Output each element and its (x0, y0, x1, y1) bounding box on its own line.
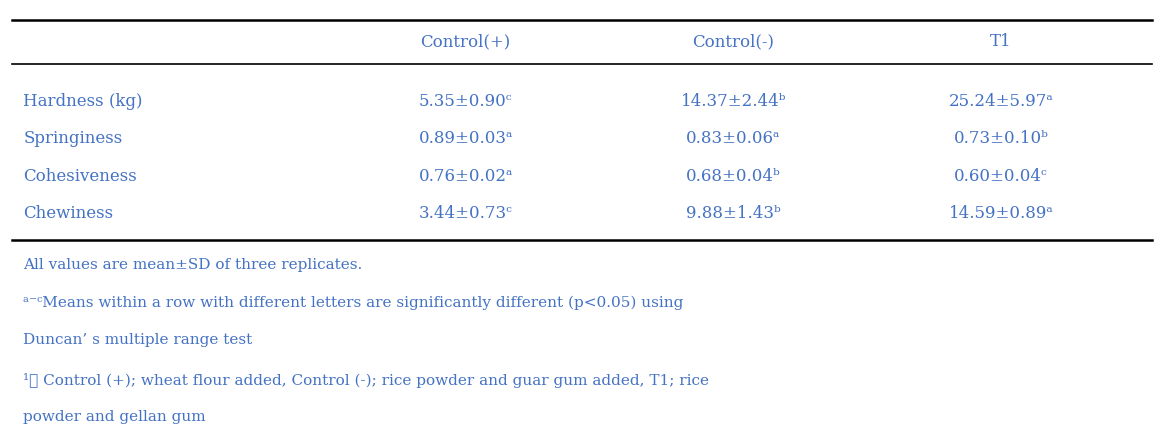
Text: Chewiness: Chewiness (23, 206, 113, 222)
Text: Control(-): Control(-) (693, 34, 774, 50)
Text: 0.60±0.04ᶜ: 0.60±0.04ᶜ (954, 168, 1048, 185)
Text: Springiness: Springiness (23, 131, 122, 147)
Text: Cohesiveness: Cohesiveness (23, 168, 137, 185)
Text: 14.37±2.44ᵇ: 14.37±2.44ᵇ (681, 93, 786, 110)
Text: powder and gellan gum: powder and gellan gum (23, 410, 206, 424)
Text: ᵃ⁻ᶜMeans within a row with different letters are significantly different (p<0.05: ᵃ⁻ᶜMeans within a row with different let… (23, 295, 683, 310)
Text: ¹⧠ Control (+); wheat flour added, Control (-); rice powder and guar gum added, : ¹⧠ Control (+); wheat flour added, Contr… (23, 373, 709, 388)
Text: 3.44±0.73ᶜ: 3.44±0.73ᶜ (419, 206, 512, 222)
Text: Hardness (kg): Hardness (kg) (23, 93, 143, 110)
Text: Control(+): Control(+) (420, 34, 511, 50)
Text: 9.88±1.43ᵇ: 9.88±1.43ᵇ (686, 206, 781, 222)
Text: 25.24±5.97ᵃ: 25.24±5.97ᵃ (949, 93, 1053, 110)
Text: 0.76±0.02ᵃ: 0.76±0.02ᵃ (418, 168, 513, 185)
Text: T1: T1 (991, 34, 1012, 50)
Text: 0.68±0.04ᵇ: 0.68±0.04ᵇ (686, 168, 781, 185)
Text: Duncan’ s multiple range test: Duncan’ s multiple range test (23, 333, 253, 347)
Text: 5.35±0.90ᶜ: 5.35±0.90ᶜ (419, 93, 512, 110)
Text: 0.73±0.10ᵇ: 0.73±0.10ᵇ (953, 131, 1049, 147)
Text: 0.83±0.06ᵃ: 0.83±0.06ᵃ (686, 131, 781, 147)
Text: 14.59±0.89ᵃ: 14.59±0.89ᵃ (949, 206, 1053, 222)
Text: 0.89±0.03ᵃ: 0.89±0.03ᵃ (418, 131, 513, 147)
Text: All values are mean±SD of three replicates.: All values are mean±SD of three replicat… (23, 258, 362, 272)
